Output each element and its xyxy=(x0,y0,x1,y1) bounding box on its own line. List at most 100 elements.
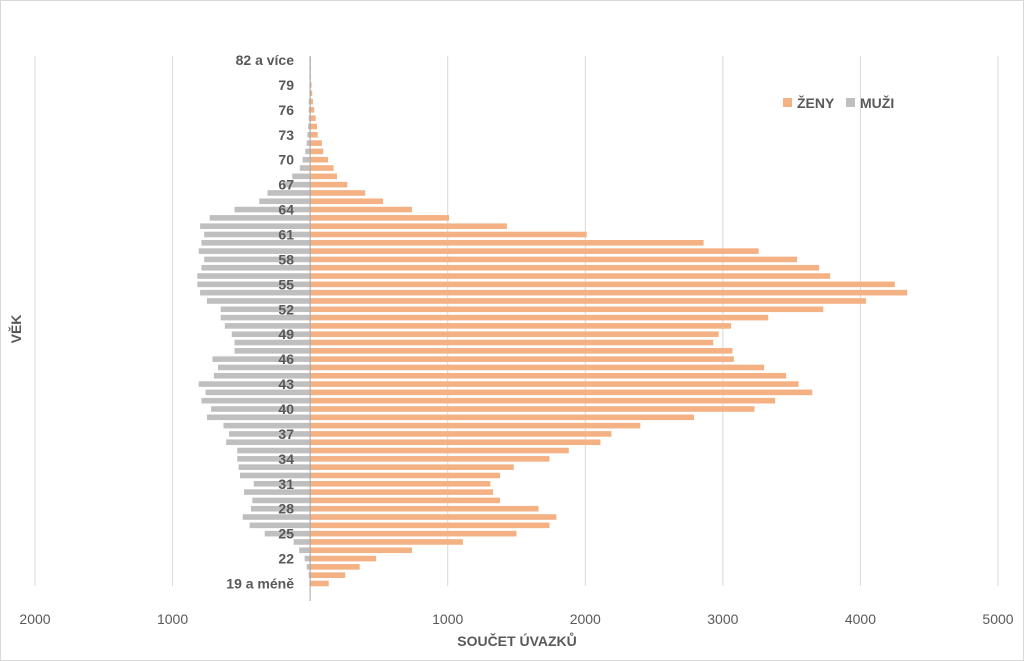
bars xyxy=(197,57,908,587)
y-tick-label: 46 xyxy=(278,351,294,367)
bar-zeny-37 xyxy=(310,273,831,279)
bar-muzi-11 xyxy=(244,489,311,495)
y-tick-label: 22 xyxy=(278,551,294,567)
bar-zeny-0 xyxy=(310,580,329,587)
y-tick-label: 70 xyxy=(278,152,294,168)
bar-zeny-28 xyxy=(310,348,733,354)
bar-muzi-37 xyxy=(197,273,311,279)
bar-zeny-15 xyxy=(310,456,550,462)
x-tick-label: 1000 xyxy=(432,611,463,627)
y-tick-label: 76 xyxy=(278,102,294,118)
bar-muzi-30 xyxy=(231,331,311,338)
bar-muzi-55 xyxy=(308,123,311,130)
bar-zeny-18 xyxy=(310,431,612,437)
bar-zeny-45 xyxy=(310,206,412,213)
bar-muzi-4 xyxy=(299,547,311,554)
bar-zeny-9 xyxy=(310,505,539,512)
y-tick-label: 34 xyxy=(278,451,294,467)
bar-muzi-47 xyxy=(267,190,311,196)
bar-zeny-44 xyxy=(310,215,450,221)
bar-zeny-26 xyxy=(310,364,765,371)
bar-muzi-25 xyxy=(213,372,311,379)
bar-zeny-5 xyxy=(310,539,463,545)
bar-muzi-13 xyxy=(239,472,311,479)
bar-muzi-24 xyxy=(198,381,311,387)
y-tick-label: 67 xyxy=(278,177,294,193)
x-tick-label: 2000 xyxy=(570,611,601,627)
y-tick-label: 43 xyxy=(278,376,294,392)
bar-zeny-2 xyxy=(310,564,360,570)
bar-zeny-48 xyxy=(310,181,348,188)
bar-muzi-3 xyxy=(304,555,311,562)
y-tick-label: 52 xyxy=(278,301,294,317)
bar-zeny-57 xyxy=(310,107,315,113)
bar-zeny-36 xyxy=(310,281,895,288)
bar-muzi-43 xyxy=(200,223,311,229)
bar-muzi-33 xyxy=(220,306,311,313)
bar-muzi-32 xyxy=(220,314,311,321)
y-tick-label: 64 xyxy=(278,202,294,218)
bar-muzi-34 xyxy=(206,298,311,304)
bar-muzi-27 xyxy=(212,356,311,362)
bar-zeny-54 xyxy=(310,131,318,138)
bar-zeny-8 xyxy=(310,514,557,520)
bar-zeny-60 xyxy=(310,82,312,88)
bar-muzi-6 xyxy=(264,530,311,537)
bar-zeny-24 xyxy=(310,381,799,387)
bar-muzi-7 xyxy=(249,522,311,529)
bar-muzi-14 xyxy=(238,464,311,470)
x-tick-label: 5000 xyxy=(982,611,1013,627)
bar-muzi-26 xyxy=(217,364,311,371)
bar-muzi-50 xyxy=(299,165,311,171)
y-tick-label: 73 xyxy=(278,127,294,143)
bar-muzi-57 xyxy=(308,107,311,113)
y-axis-title: VĚK xyxy=(7,315,24,344)
y-tick-label: 25 xyxy=(278,526,294,542)
bar-muzi-35 xyxy=(200,289,311,296)
bar-zeny-43 xyxy=(310,223,507,229)
bar-zeny-50 xyxy=(310,165,334,171)
bar-muzi-49 xyxy=(292,173,311,180)
bar-muzi-31 xyxy=(224,323,311,329)
bar-zeny-13 xyxy=(310,472,500,479)
bar-muzi-39 xyxy=(204,256,311,263)
bar-muzi-40 xyxy=(198,248,311,254)
x-tick-labels: 2000 1000 1000 2000 3000 4000 5000 xyxy=(19,611,1013,627)
legend-label-zeny: ŽENY xyxy=(797,94,835,111)
bar-muzi-52 xyxy=(305,148,311,155)
bar-muzi-56 xyxy=(308,115,311,121)
bar-muzi-2 xyxy=(306,564,311,570)
bar-muzi-28 xyxy=(234,348,311,354)
bar-zeny-59 xyxy=(310,90,313,97)
legend-swatch-muzi xyxy=(846,98,855,107)
bar-zeny-34 xyxy=(310,298,866,304)
bar-zeny-40 xyxy=(310,248,759,254)
x-tick-label: 4000 xyxy=(845,611,876,627)
bar-zeny-4 xyxy=(310,547,412,554)
bar-muzi-22 xyxy=(201,397,311,404)
y-tick-label: 49 xyxy=(278,326,294,342)
bar-zeny-21 xyxy=(310,406,755,412)
bar-zeny-14 xyxy=(310,464,514,470)
bar-muzi-48 xyxy=(282,181,311,188)
bar-zeny-32 xyxy=(310,314,769,321)
bar-zeny-58 xyxy=(310,98,313,105)
bar-zeny-49 xyxy=(310,173,337,180)
bar-zeny-25 xyxy=(310,372,787,379)
bar-muzi-36 xyxy=(197,281,311,288)
bar-muzi-18 xyxy=(228,431,311,437)
bar-zeny-12 xyxy=(310,480,491,487)
y-tick-label: 28 xyxy=(278,501,294,517)
bar-muzi-41 xyxy=(201,240,311,246)
bar-muzi-5 xyxy=(293,539,311,545)
bar-muzi-53 xyxy=(306,140,311,146)
bar-zeny-17 xyxy=(310,439,601,446)
bar-zeny-20 xyxy=(310,414,694,421)
y-tick-label: 37 xyxy=(278,426,294,442)
bar-muzi-9 xyxy=(250,505,311,512)
y-tick-label: 58 xyxy=(278,251,294,267)
bar-muzi-58 xyxy=(308,98,311,105)
bar-muzi-16 xyxy=(237,447,311,454)
